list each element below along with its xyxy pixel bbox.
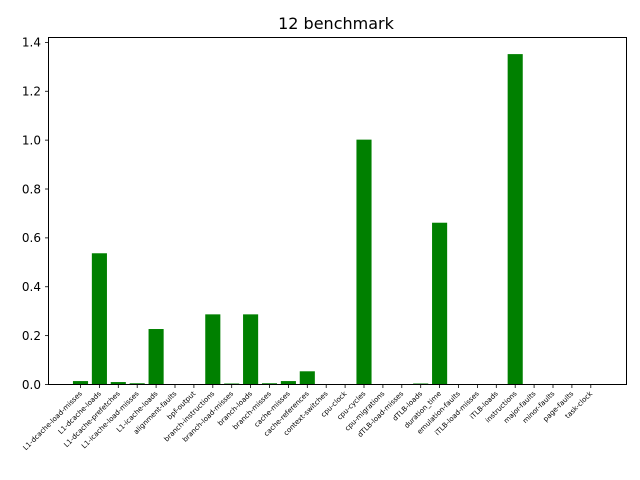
y-tick-label: 0.0 xyxy=(22,378,41,392)
y-axis: 0.0 0.2 0.4 0.6 0.8 1.0 1.2 1.4 xyxy=(22,36,49,392)
bars-group xyxy=(72,54,523,385)
bar-cache-misses xyxy=(280,381,296,384)
y-tick-label: 0.6 xyxy=(22,231,41,245)
bar-L1-dcache-load-misses xyxy=(72,381,89,384)
bar-branch-instructions xyxy=(205,314,221,384)
y-tick-label: 1.4 xyxy=(22,36,41,50)
bar-L1-icache-load-misses xyxy=(129,383,145,384)
y-tick-label: 0.2 xyxy=(22,329,41,343)
y-tick-label: 1.0 xyxy=(22,133,41,147)
bar-L1-icache-loads xyxy=(148,329,164,384)
y-tick-label: 1.2 xyxy=(22,85,41,99)
bar-branch-misses xyxy=(261,383,278,384)
bar-duration_time xyxy=(432,222,448,384)
plot-frame xyxy=(48,37,627,385)
bar-branch-loads xyxy=(243,314,259,384)
bar-L1-dcache-prefetches xyxy=(110,382,126,384)
chart-title: 12 benchmark xyxy=(278,14,394,33)
y-tick-label: 0.4 xyxy=(22,280,41,294)
bar-cpu-cycles xyxy=(356,139,372,384)
bar-cache-references xyxy=(299,371,315,384)
bar-instructions xyxy=(507,54,523,385)
y-tick-label: 0.8 xyxy=(22,182,41,196)
bar-L1-dcache-loads xyxy=(91,253,107,384)
